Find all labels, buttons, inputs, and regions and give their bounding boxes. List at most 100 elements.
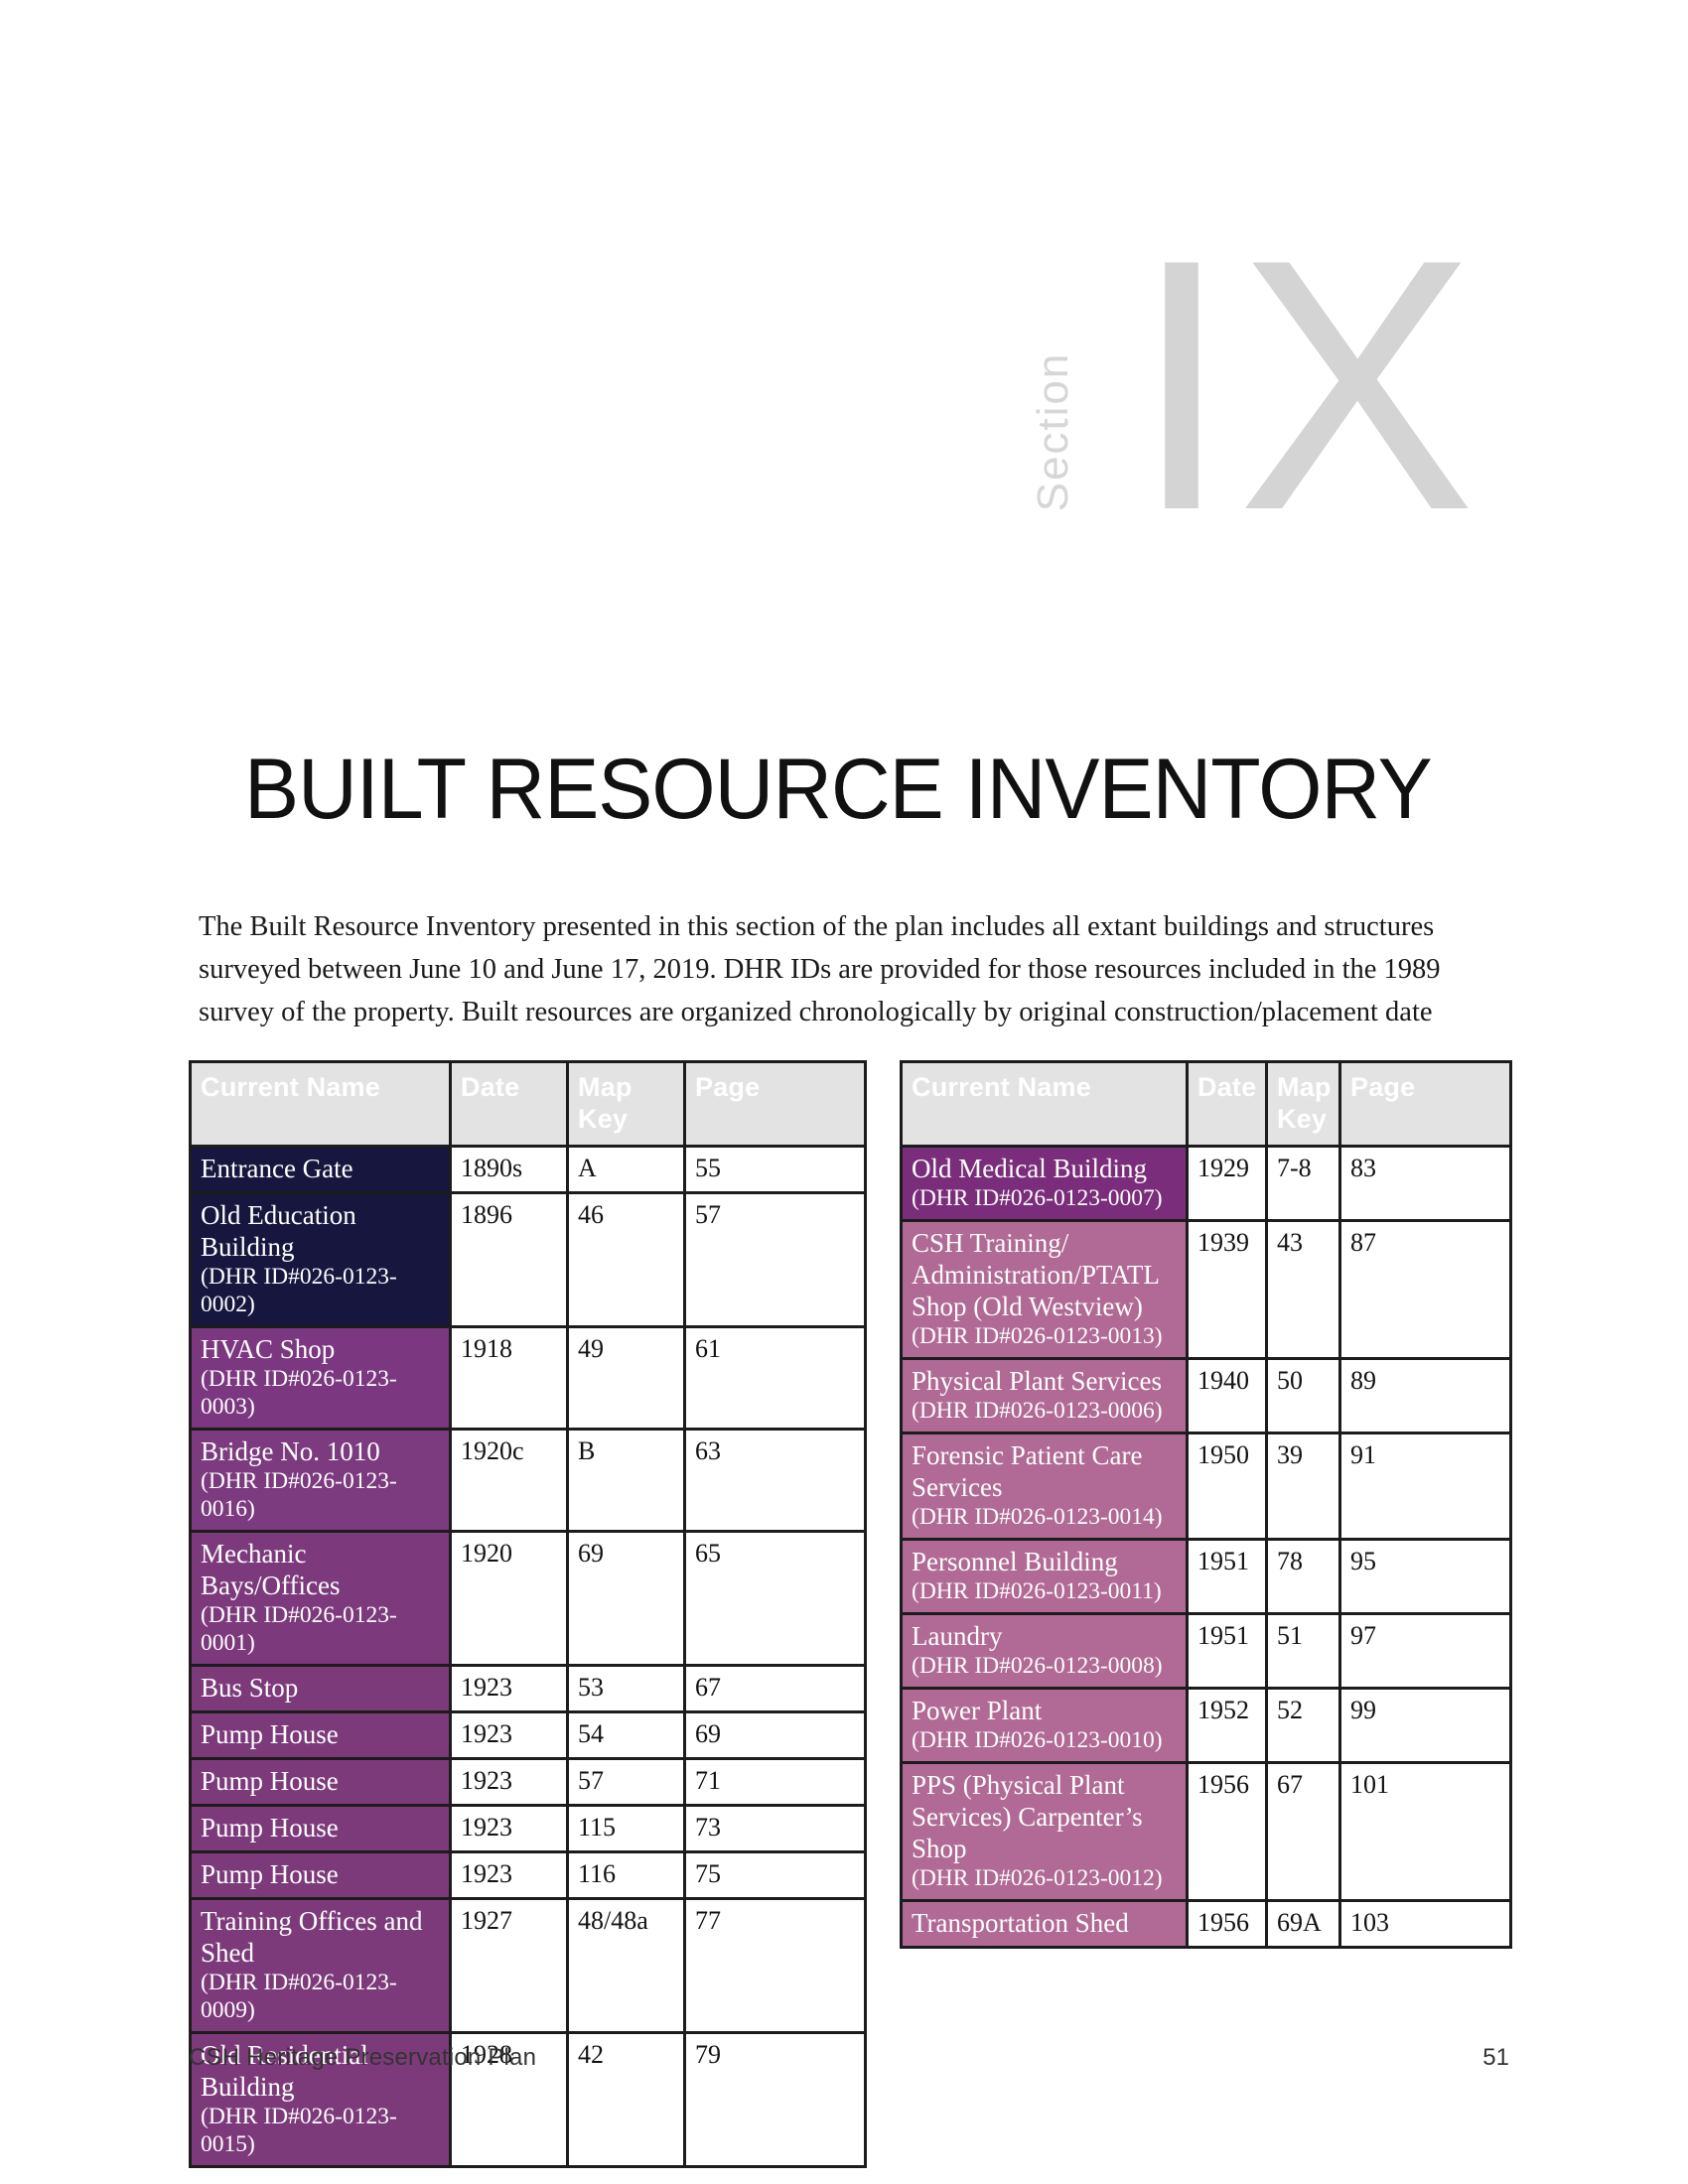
table-row: Old Education Building (DHR ID#026-0123-0… [189, 1191, 867, 1328]
cell-map-key: 51 [1265, 1612, 1341, 1690]
intro-paragraph: The Built Resource Inventory presented i… [199, 911, 1441, 1027]
table-row: Pump House 1923 116 75 [189, 1850, 867, 1900]
cell-map-key: 42 [566, 2031, 686, 2168]
table-row: CSH Training/ Administration/PTATL Shop … [900, 1219, 1512, 1360]
cell-date: 1956 [1186, 1761, 1268, 1902]
cell-page: 65 [683, 1530, 867, 1667]
cell-date: 1927 [449, 1897, 569, 2034]
resource-name: Old Medical Building [912, 1154, 1147, 1183]
dhr-id: (DHR ID#026-0123-0010) [912, 1727, 1163, 1753]
column-header-date: Date [1186, 1060, 1268, 1148]
cell-map-key: 116 [566, 1850, 686, 1900]
cell-date: 1896 [449, 1191, 569, 1328]
cell-page: 83 [1338, 1145, 1512, 1222]
cell-date: 1951 [1186, 1538, 1268, 1615]
resource-name: Pump House [201, 1813, 339, 1843]
cell-map-key: A [566, 1145, 686, 1194]
cell-page: 103 [1338, 1899, 1512, 1949]
cell-map-key: 67 [1265, 1761, 1341, 1902]
footer-document-title: CSH Heritage Preservation Plan [189, 2044, 537, 2071]
cell-map-key: 46 [566, 1191, 686, 1328]
cell-page: 55 [683, 1145, 867, 1194]
cell-page: 67 [683, 1664, 867, 1713]
cell-page: 101 [1338, 1761, 1512, 1902]
cell-current-name: Bus Stop [189, 1664, 452, 1713]
cell-page: 99 [1338, 1687, 1512, 1764]
cell-map-key: 49 [566, 1325, 686, 1431]
cell-page: 89 [1338, 1357, 1512, 1434]
table-row: Physical Plant Services (DHR ID#026-0123-… [900, 1357, 1512, 1434]
resource-name: Mechanic Bays/Offices [201, 1539, 341, 1600]
cell-current-name: Old Education Building (DHR ID#026-0123-0… [189, 1191, 452, 1328]
cell-date: 1950 [1186, 1432, 1268, 1541]
table-row: Old Residential Building (DHR ID#026-0123… [189, 2031, 867, 2168]
cell-current-name: PPS (Physical Plant Services) Carpenter’… [900, 1761, 1189, 1902]
resource-name: Power Plant [912, 1696, 1043, 1725]
cell-page: 91 [1338, 1432, 1512, 1541]
cell-map-key: 43 [1265, 1219, 1341, 1360]
table-row: Power Plant (DHR ID#026-0123-0010) 1952 52 9… [900, 1687, 1512, 1764]
cell-map-key: B [566, 1428, 686, 1533]
cell-current-name: Pump House [189, 1804, 452, 1853]
cell-map-key: 69A [1265, 1899, 1341, 1949]
cell-map-key: 50 [1265, 1357, 1341, 1434]
cell-map-key: 69 [566, 1530, 686, 1667]
cell-current-name: Transportation Shed [900, 1899, 1189, 1949]
cell-current-name: Pump House [189, 1757, 452, 1807]
table-body-left: Entrance Gate 1890s A 55 Old Education Build… [189, 1145, 867, 2168]
table-row: Personnel Building (DHR ID#026-0123-0011)… [900, 1538, 1512, 1615]
table-row: PPS (Physical Plant Services) Carpenter’… [900, 1761, 1512, 1902]
footer-page-number: 51 [1482, 2044, 1509, 2071]
cell-current-name: Power Plant (DHR ID#026-0123-0010) [900, 1687, 1189, 1764]
resource-name: Bridge No. 1010 [201, 1436, 380, 1466]
dhr-id: (DHR ID#026-0123-0007) [912, 1185, 1163, 1211]
dhr-id: (DHR ID#026-0123-0015) [201, 2104, 397, 2157]
cell-current-name: Pump House [189, 1710, 452, 1760]
resource-name: Pump House [201, 1766, 339, 1796]
resource-name: Pump House [201, 1719, 339, 1749]
cell-date: 1923 [449, 1710, 569, 1760]
cell-current-name: Pump House [189, 1850, 452, 1900]
cell-map-key: 54 [566, 1710, 686, 1760]
cell-date: 1923 [449, 1757, 569, 1807]
cell-page: 63 [683, 1428, 867, 1533]
cell-map-key: 52 [1265, 1687, 1341, 1764]
cell-current-name: CSH Training/ Administration/PTATL Shop … [900, 1219, 1189, 1360]
cell-date: 1918 [449, 1325, 569, 1431]
dhr-id: (DHR ID#026-0123-0009) [201, 1970, 397, 2023]
resource-name: Entrance Gate [201, 1154, 353, 1183]
cell-map-key: 115 [566, 1804, 686, 1853]
cell-page: 79 [683, 2031, 867, 2168]
cell-page: 69 [683, 1710, 867, 1760]
table-row: Pump House 1923 115 73 [189, 1804, 867, 1853]
resource-name: Laundry [912, 1621, 1003, 1651]
dhr-id: (DHR ID#026-0123-0012) [912, 1865, 1163, 1891]
resource-name: Forensic Patient Care Services [912, 1440, 1143, 1502]
resource-name: Training Offices and Shed [201, 1906, 423, 1968]
resource-name: Physical Plant Services [912, 1366, 1162, 1396]
dhr-id: (DHR ID#026-0123-0002) [201, 1264, 397, 1317]
dhr-id: (DHR ID#026-0123-0013) [912, 1323, 1163, 1349]
dhr-id: (DHR ID#026-0123-0014) [912, 1504, 1163, 1530]
cell-current-name: Training Offices and Shed (DHR ID#026-012… [189, 1897, 452, 2034]
cell-date: 1920 [449, 1530, 569, 1667]
resource-name: Pump House [201, 1859, 339, 1889]
dhr-id: (DHR ID#026-0123-0001) [201, 1602, 397, 1656]
cell-map-key: 7-8 [1265, 1145, 1341, 1222]
column-header-map-key: Map Key [1265, 1060, 1341, 1148]
table-row: Forensic Patient Care Services (DHR ID#02… [900, 1432, 1512, 1541]
cell-date: 1920c [449, 1428, 569, 1533]
cell-page: 73 [683, 1804, 867, 1853]
cell-page: 61 [683, 1325, 867, 1431]
table-row: Pump House 1923 54 69 [189, 1710, 867, 1760]
dhr-id: (DHR ID#026-0123-0006) [912, 1398, 1163, 1424]
cell-date: 1890s [449, 1145, 569, 1194]
cell-date: 1923 [449, 1664, 569, 1713]
resource-name: Personnel Building [912, 1547, 1118, 1576]
section-numeral: IX [1132, 186, 1482, 585]
dhr-id: (DHR ID#026-0123-0011) [912, 1578, 1162, 1604]
resource-name: Transportation Shed [912, 1908, 1129, 1938]
resource-name: Bus Stop [201, 1673, 299, 1703]
cell-page: 95 [1338, 1538, 1512, 1615]
